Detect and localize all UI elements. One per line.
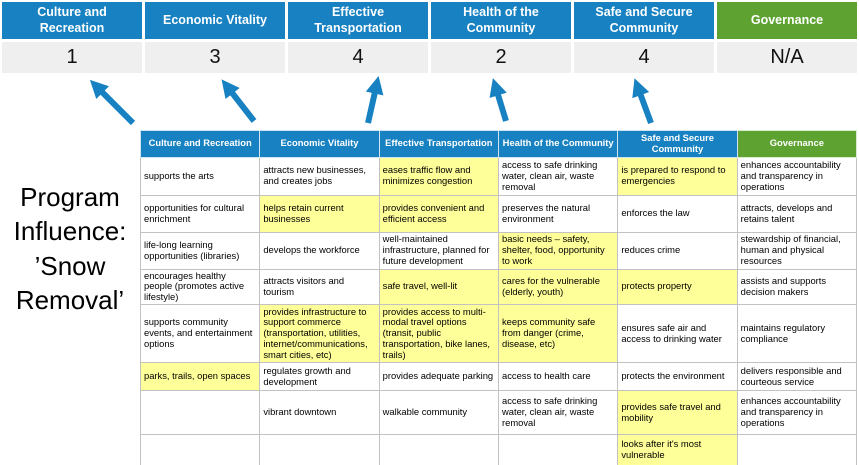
table-cell: supports the arts	[139, 156, 261, 196]
table-cell: vibrant downtown	[259, 390, 380, 436]
table-cell	[736, 434, 858, 465]
table-cell: reduces crime	[617, 231, 738, 270]
table-cell: provides infrastructure to support comme…	[259, 304, 380, 364]
table-cell: provides convenient and efficient access	[378, 194, 499, 233]
table-cell: attracts new businesses, and creates job…	[259, 156, 380, 196]
table-cell: preserves the natural environment	[497, 194, 619, 233]
table-cell	[259, 434, 380, 465]
table-cell: provides access to multi-modal travel op…	[378, 304, 499, 364]
table-cell: develops the workforce	[259, 231, 380, 270]
table-cell: keeps community safe from danger (crime,…	[497, 304, 619, 364]
table-cell: access to safe drinking water, clean air…	[497, 390, 619, 436]
score-value: N/A	[717, 42, 857, 73]
table-row: looks after it's most vulnerable	[139, 434, 858, 465]
table-cell: helps retain current businesses	[259, 194, 380, 233]
table-cell: protects property	[617, 268, 738, 306]
score-value: 3	[145, 42, 285, 73]
table-row: life-long learning opportunities (librar…	[139, 231, 858, 270]
score-value: 2	[431, 42, 571, 73]
score-value: 1	[2, 42, 142, 73]
up-arrow-icon	[221, 79, 257, 123]
table-row: encourages healthy people (promotes acti…	[139, 268, 858, 306]
table-cell	[139, 434, 261, 465]
table-cell: maintains regulatory compliance	[736, 304, 858, 364]
table-column-header: Health of the Community	[497, 130, 619, 158]
table-cell: eases traffic flow and minimizes congest…	[378, 156, 499, 196]
table-cell: supports community events, and entertain…	[139, 304, 261, 364]
table-row: supports community events, and entertain…	[139, 304, 858, 364]
table-cell	[139, 390, 261, 436]
table-row: opportunities for cultural enrichment hel…	[139, 194, 858, 233]
table-cell: ensures safe air and access to drinking …	[617, 304, 738, 364]
page-title: Program Influence: ’Snow Removal’	[13, 182, 127, 315]
table-column-header: Governance	[736, 130, 858, 158]
table-cell: life-long learning opportunities (librar…	[139, 231, 261, 270]
table-cell: safe travel, well-lit	[378, 268, 499, 306]
table-cell: attracts, develops and retains talent	[736, 194, 858, 233]
scoreboard-scores: 1 3 4 2 4 N/A	[2, 42, 857, 73]
table-cell: assists and supports decision makers	[736, 268, 858, 306]
score-value: 4	[288, 42, 428, 73]
table-cell: delivers responsible and courteous servi…	[736, 362, 858, 392]
table-cell	[378, 434, 499, 465]
score-arrows	[89, 75, 654, 126]
table-cell	[497, 434, 619, 465]
table-cell: access to safe drinking water, clean air…	[497, 156, 619, 196]
table-cell: basic needs – safety, shelter, food, opp…	[497, 231, 619, 270]
table-cell: well-maintained infrastructure, planned …	[378, 231, 499, 270]
scoreboard-header: Safe and Secure Community	[574, 2, 714, 39]
table-cell: attracts visitors and tourism	[259, 268, 380, 306]
scoreboard-header: Health of the Community	[431, 2, 571, 39]
table-cell: protects the environment	[617, 362, 738, 392]
table-cell: walkable community	[378, 390, 499, 436]
table-cell: encourages healthy people (promotes acti…	[139, 268, 261, 306]
table-cell: provides adequate parking	[378, 362, 499, 392]
scoreboard-header: Culture and Recreation	[2, 2, 142, 39]
table-row: vibrant downtown walkable community access…	[139, 390, 858, 436]
up-arrow-icon	[489, 78, 509, 122]
influence-table: Culture and Recreation Economic Vitality E…	[139, 130, 858, 465]
table-cell: looks after it's most vulnerable	[617, 434, 738, 465]
up-arrow-icon	[632, 78, 654, 125]
table-cell: cares for the vulnerable (elderly, youth…	[497, 268, 619, 306]
table-row: parks, trails, open spaces regulates grow…	[139, 362, 858, 392]
table-cell: provides safe travel and mobility	[617, 390, 738, 436]
scoreboard-headers: Culture and Recreation Economic Vitality E…	[2, 2, 857, 39]
table-column-header: Economic Vitality	[259, 130, 380, 158]
table-cell: is prepared to respond to emergencies	[617, 156, 738, 196]
table-cell: enforces the law	[617, 194, 738, 233]
table-cell: enhances accountability and transparency…	[736, 390, 858, 436]
table-column-header: Safe and Secure Community	[617, 130, 738, 158]
table-row: supports the arts attracts new businesses…	[139, 156, 858, 196]
table-cell: enhances accountability and transparency…	[736, 156, 858, 196]
up-arrow-icon	[89, 79, 136, 126]
table-header-row: Culture and Recreation Economic Vitality E…	[139, 130, 858, 158]
table-cell: access to health care	[497, 362, 619, 392]
table-cell: parks, trails, open spaces	[139, 362, 261, 392]
scoreboard-header: Effective Transportation	[288, 2, 428, 39]
table-cell: opportunities for cultural enrichment	[139, 194, 261, 233]
table-column-header: Effective Transportation	[378, 130, 499, 158]
up-arrow-icon	[365, 75, 384, 124]
table-cell: stewardship of financial, human and phys…	[736, 231, 858, 270]
table-cell: regulates growth and development	[259, 362, 380, 392]
scoreboard-header: Governance	[717, 2, 857, 39]
score-value: 4	[574, 42, 714, 73]
scoreboard-header: Economic Vitality	[145, 2, 285, 39]
table-column-header: Culture and Recreation	[139, 130, 261, 158]
